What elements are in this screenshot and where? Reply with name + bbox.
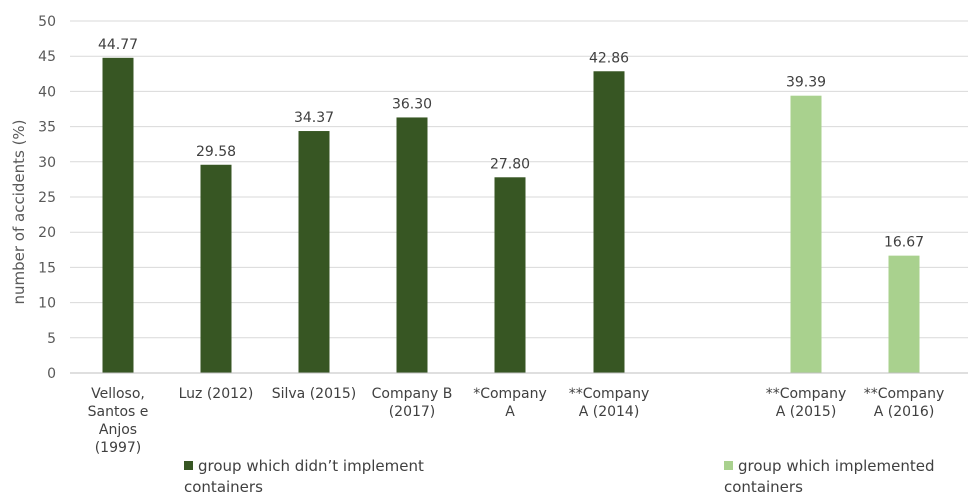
legend-swatch-dark-green: [184, 461, 193, 470]
bar: [298, 131, 330, 373]
data-label: 36.30: [392, 96, 432, 112]
y-tick-label: 30: [38, 155, 56, 171]
data-label: 42.86: [589, 50, 629, 66]
bar: [888, 255, 920, 373]
y-tick-label: 40: [38, 84, 56, 100]
legend-item-not-implemented: group which didn’t implement containers: [184, 456, 484, 498]
data-label: 29.58: [196, 144, 236, 160]
legend-item-implemented: group which implemented containers: [724, 456, 968, 498]
y-tick-label: 10: [38, 296, 56, 312]
y-tick-label: 50: [38, 14, 56, 30]
data-label: 34.37: [294, 110, 334, 126]
data-labels: 44.77 29.58 34.37 36.30 27.80 42.86 39.39 16.67: [98, 37, 924, 251]
x-tick-label: **Company A (2015): [766, 386, 847, 420]
x-tick-label: Velloso, Santos e Anjos (1997): [88, 386, 149, 456]
y-tick-label: 5: [47, 331, 56, 347]
y-tick-label: 35: [38, 120, 56, 136]
bar: [494, 177, 526, 373]
y-tick-label: 20: [38, 225, 56, 241]
data-label: 44.77: [98, 37, 138, 53]
bar: [396, 117, 428, 373]
x-tick-label: Luz (2012): [179, 386, 254, 402]
bar: [200, 164, 232, 373]
y-tick-label: 45: [38, 49, 56, 65]
bars: [102, 57, 920, 374]
y-tick-label: 0: [47, 366, 56, 382]
y-axis-ticks: 0 5 10 15 20 25 30 35 40 45 50: [38, 14, 56, 382]
legend-label: group which implemented containers: [724, 457, 935, 496]
y-tick-label: 25: [38, 190, 56, 206]
bar: [790, 95, 822, 373]
data-label: 39.39: [786, 75, 826, 91]
data-label: 16.67: [884, 235, 924, 251]
y-tick-label: 15: [38, 260, 56, 276]
data-label: 27.80: [490, 156, 530, 172]
y-axis-label: number of accidents (%): [10, 119, 28, 304]
legend-swatch-light-green: [724, 461, 733, 470]
x-tick-label: **Company A (2016): [864, 386, 945, 420]
x-tick-label: Company B (2017): [372, 386, 453, 420]
legend-label: group which didn’t implement containers: [184, 457, 424, 496]
x-tick-label: *Company A: [473, 386, 547, 420]
x-tick-label: Silva (2015): [272, 386, 357, 402]
bar: [593, 71, 625, 374]
bar: [102, 57, 134, 373]
x-axis-labels: Velloso, Santos e Anjos (1997) Luz (2012) Sil…: [88, 386, 945, 456]
x-tick-label: **Company A (2014): [569, 386, 650, 420]
